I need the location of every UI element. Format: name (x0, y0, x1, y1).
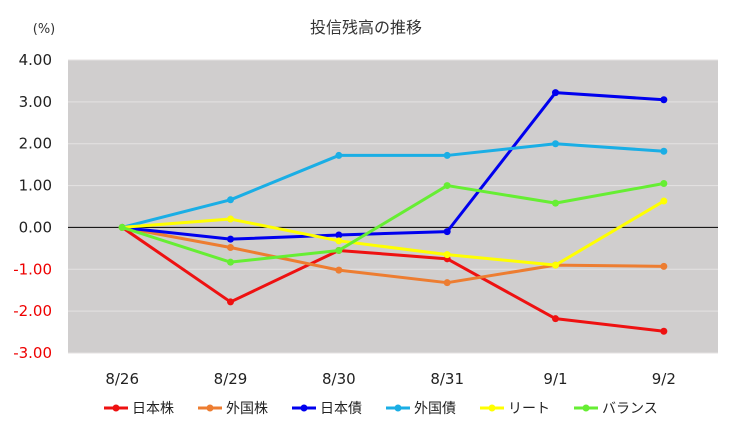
x-tick-label: 8/29 (214, 370, 248, 388)
data-point (335, 246, 343, 254)
data-point (443, 251, 451, 259)
legend-swatch-marker (488, 404, 496, 412)
data-point (552, 315, 559, 323)
data-point (660, 179, 668, 187)
series-line-group (118, 179, 668, 266)
data-point (335, 266, 343, 274)
y-tick-label: 0.00 (19, 218, 52, 236)
series-line (122, 199, 665, 267)
legend-label: 外国債 (414, 401, 456, 417)
series-line (121, 226, 665, 333)
data-point (443, 182, 451, 190)
legend-item: 日本債 (292, 401, 362, 417)
y-tick-label: 4.00 (19, 51, 52, 69)
y-axis-tick-labels: 4.00 3.00 2.00 1.00 0.00 -1.00 -2.00 -3.00 (13, 51, 52, 362)
grid-lines (68, 59, 718, 354)
legend-swatch-marker (394, 404, 402, 412)
series-lines (118, 89, 668, 335)
data-point (660, 147, 668, 155)
legend-label: 外国株 (226, 401, 268, 417)
legend-item: バランス (574, 401, 658, 417)
series-line (121, 182, 665, 264)
y-tick-label: 3.00 (19, 93, 52, 111)
data-point (552, 199, 559, 207)
legend-label: リート (508, 401, 550, 417)
legend-swatch-marker (206, 404, 214, 412)
data-point (227, 196, 234, 204)
data-point (552, 89, 559, 97)
x-tick-label: 8/30 (322, 370, 356, 388)
series-line (122, 91, 664, 241)
legend-swatch-marker (112, 404, 120, 412)
data-point (552, 261, 559, 269)
data-point (443, 228, 451, 236)
y-tick-label: -3.00 (13, 344, 52, 362)
series-line (121, 142, 664, 229)
legend-item: 外国株 (198, 401, 268, 417)
data-point (443, 151, 451, 159)
data-point (118, 223, 126, 231)
data-point (227, 258, 234, 266)
legend-label: バランス (602, 401, 658, 417)
chart-title: 投信残高の推移 (310, 18, 422, 37)
data-point (227, 298, 234, 306)
legend-item: リート (480, 401, 550, 417)
plot-area (68, 60, 718, 353)
x-tick-label: 8/26 (105, 370, 139, 388)
legend-item: 日本株 (104, 401, 174, 417)
data-point (660, 262, 668, 270)
x-tick-label: 8/31 (430, 370, 464, 388)
data-point (660, 327, 668, 335)
data-point (335, 151, 343, 159)
data-point (227, 235, 234, 243)
y-tick-label: -1.00 (13, 260, 52, 278)
data-point (552, 140, 559, 148)
x-axis-tick-labels: 8/26 8/29 8/30 8/31 9/1 9/2 (105, 370, 676, 388)
legend-swatch-marker (300, 404, 308, 412)
y-tick-label: 1.00 (19, 177, 52, 195)
series-line-group (118, 197, 668, 269)
y-tick-label: -2.00 (13, 302, 52, 320)
series-line (121, 225, 664, 285)
data-point (227, 244, 234, 252)
data-point (335, 237, 343, 245)
y-axis-unit-label: (%) (33, 22, 56, 37)
data-point (227, 215, 234, 223)
data-point (335, 231, 343, 239)
data-point (443, 279, 451, 287)
legend-label: 日本債 (320, 401, 362, 417)
legend-swatch-marker (582, 404, 590, 412)
legend-item: 外国債 (386, 401, 456, 417)
data-point (660, 197, 668, 205)
data-point (660, 96, 668, 104)
legend: 日本株 外国株 日本債 外国債 リート バランス (104, 401, 658, 417)
x-tick-label: 9/2 (652, 370, 676, 388)
series-line-group (118, 140, 668, 231)
x-tick-label: 9/1 (543, 370, 567, 388)
y-tick-label: 2.00 (19, 135, 52, 153)
legend-label: 日本株 (132, 401, 174, 417)
